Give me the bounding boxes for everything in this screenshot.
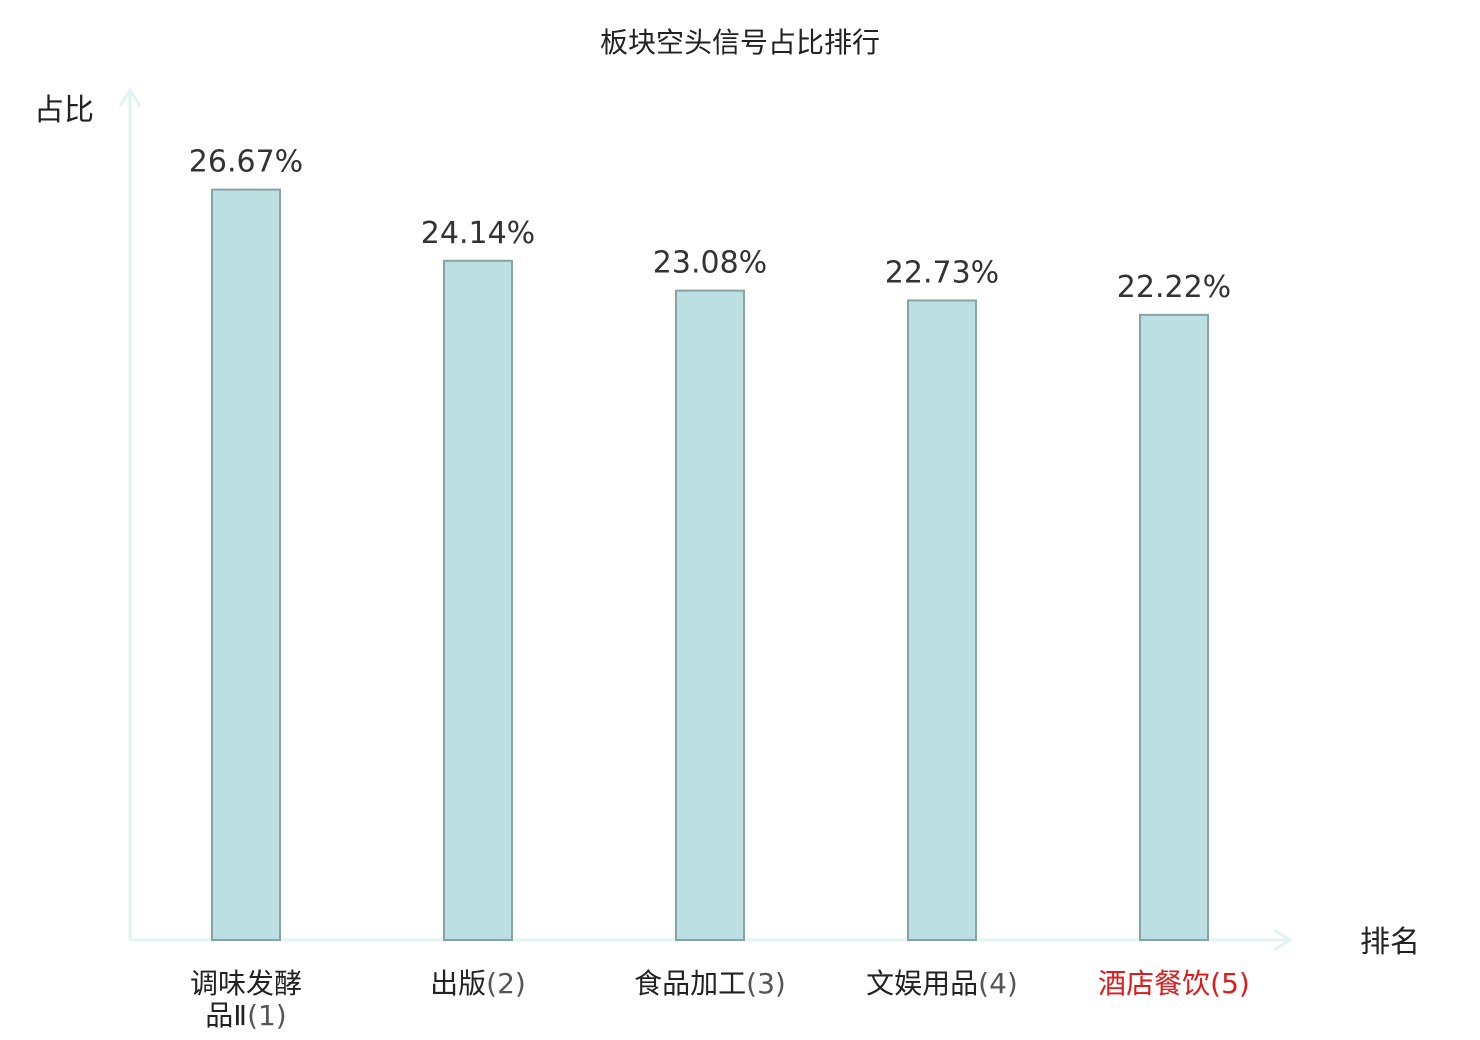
value-label: 22.22% [1117, 270, 1231, 305]
value-label: 26.67% [189, 145, 303, 180]
category-label: 出版(2) [430, 967, 526, 1000]
category-label: 食品加工(3) [634, 967, 786, 1000]
category-name: 品Ⅱ [205, 999, 247, 1032]
category-label: 调味发酵 [190, 967, 302, 1000]
category-rank: (3) [746, 967, 786, 1000]
value-label: 24.14% [421, 216, 535, 251]
category-name: 文娱用品 [866, 967, 978, 1000]
value-labels: 26.67% 24.14% 23.08% 22.73% 22.22% [189, 145, 1231, 305]
value-label: 22.73% [885, 255, 999, 290]
category-rank: (2) [486, 967, 526, 1000]
category-rank: (1) [247, 999, 287, 1032]
bar [907, 299, 977, 941]
bar [443, 259, 513, 942]
bar [211, 188, 281, 942]
x-axis-arrow [1273, 928, 1293, 952]
value-label: 23.08% [653, 246, 767, 281]
category-rank: (5) [1210, 967, 1250, 1000]
bar [1139, 313, 1209, 941]
y-axis-arrow [118, 87, 142, 107]
category-label: 品Ⅱ(1) [205, 999, 286, 1032]
category-label: 酒店餐饮(5) [1098, 967, 1250, 1000]
category-name: 调味发酵 [190, 967, 302, 1000]
category-label: 文娱用品(4) [866, 967, 1018, 1000]
y-axis-label: 占比 [34, 93, 94, 128]
bar [675, 289, 745, 941]
bar-series [211, 188, 1209, 942]
x-axis-label: 排名 [1360, 925, 1420, 960]
category-name: 出版 [430, 967, 486, 1000]
category-rank: (4) [978, 967, 1018, 1000]
category-name: 食品加工 [634, 967, 746, 1000]
chart-title: 板块空头信号占比排行 [600, 26, 880, 59]
category-name: 酒店餐饮 [1098, 967, 1210, 1000]
